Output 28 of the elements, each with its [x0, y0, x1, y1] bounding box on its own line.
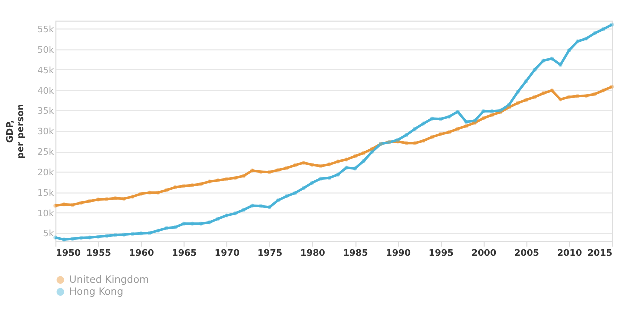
x-tick-label: 1970	[214, 248, 240, 259]
x-tick-label: 1950	[56, 248, 82, 259]
y-tick-label: 30k	[38, 128, 55, 138]
x-tick-label: 2000	[472, 248, 497, 259]
y-axis-title: GDP, per person	[6, 104, 27, 159]
legend-label: United Kingdom	[70, 275, 150, 286]
legend-label: Hong Kong	[70, 287, 124, 298]
y-tick-label: 5k	[43, 230, 55, 240]
x-tick-label: 1995	[428, 248, 454, 259]
x-tick-label: 1975	[258, 248, 283, 259]
y-tick-label: 50k	[38, 46, 55, 56]
x-tick-label: 1960	[129, 248, 154, 259]
y-tick-label: 40k	[38, 86, 55, 97]
y-tick-label: 25k	[38, 148, 55, 158]
y-tick-label: 15k	[38, 188, 55, 199]
y-tick-label: 45k	[38, 66, 55, 76]
y-tick-label: 20k	[38, 168, 55, 178]
x-tick-label: 2010	[557, 248, 582, 259]
x-tick-label: 2005	[514, 248, 540, 259]
x-tick-label: 1965	[172, 248, 197, 259]
x-tick-label: 1955	[86, 248, 112, 259]
y-tick-label: 55k	[38, 25, 55, 36]
x-tick-label: 2015	[588, 248, 613, 259]
x-tick-label: 1980	[300, 248, 326, 259]
y-tick-label: 10k	[38, 209, 55, 220]
y-tick-label: 35k	[38, 107, 55, 118]
x-tick-label: 1985	[343, 248, 368, 259]
x-tick-label: 1990	[386, 248, 411, 259]
